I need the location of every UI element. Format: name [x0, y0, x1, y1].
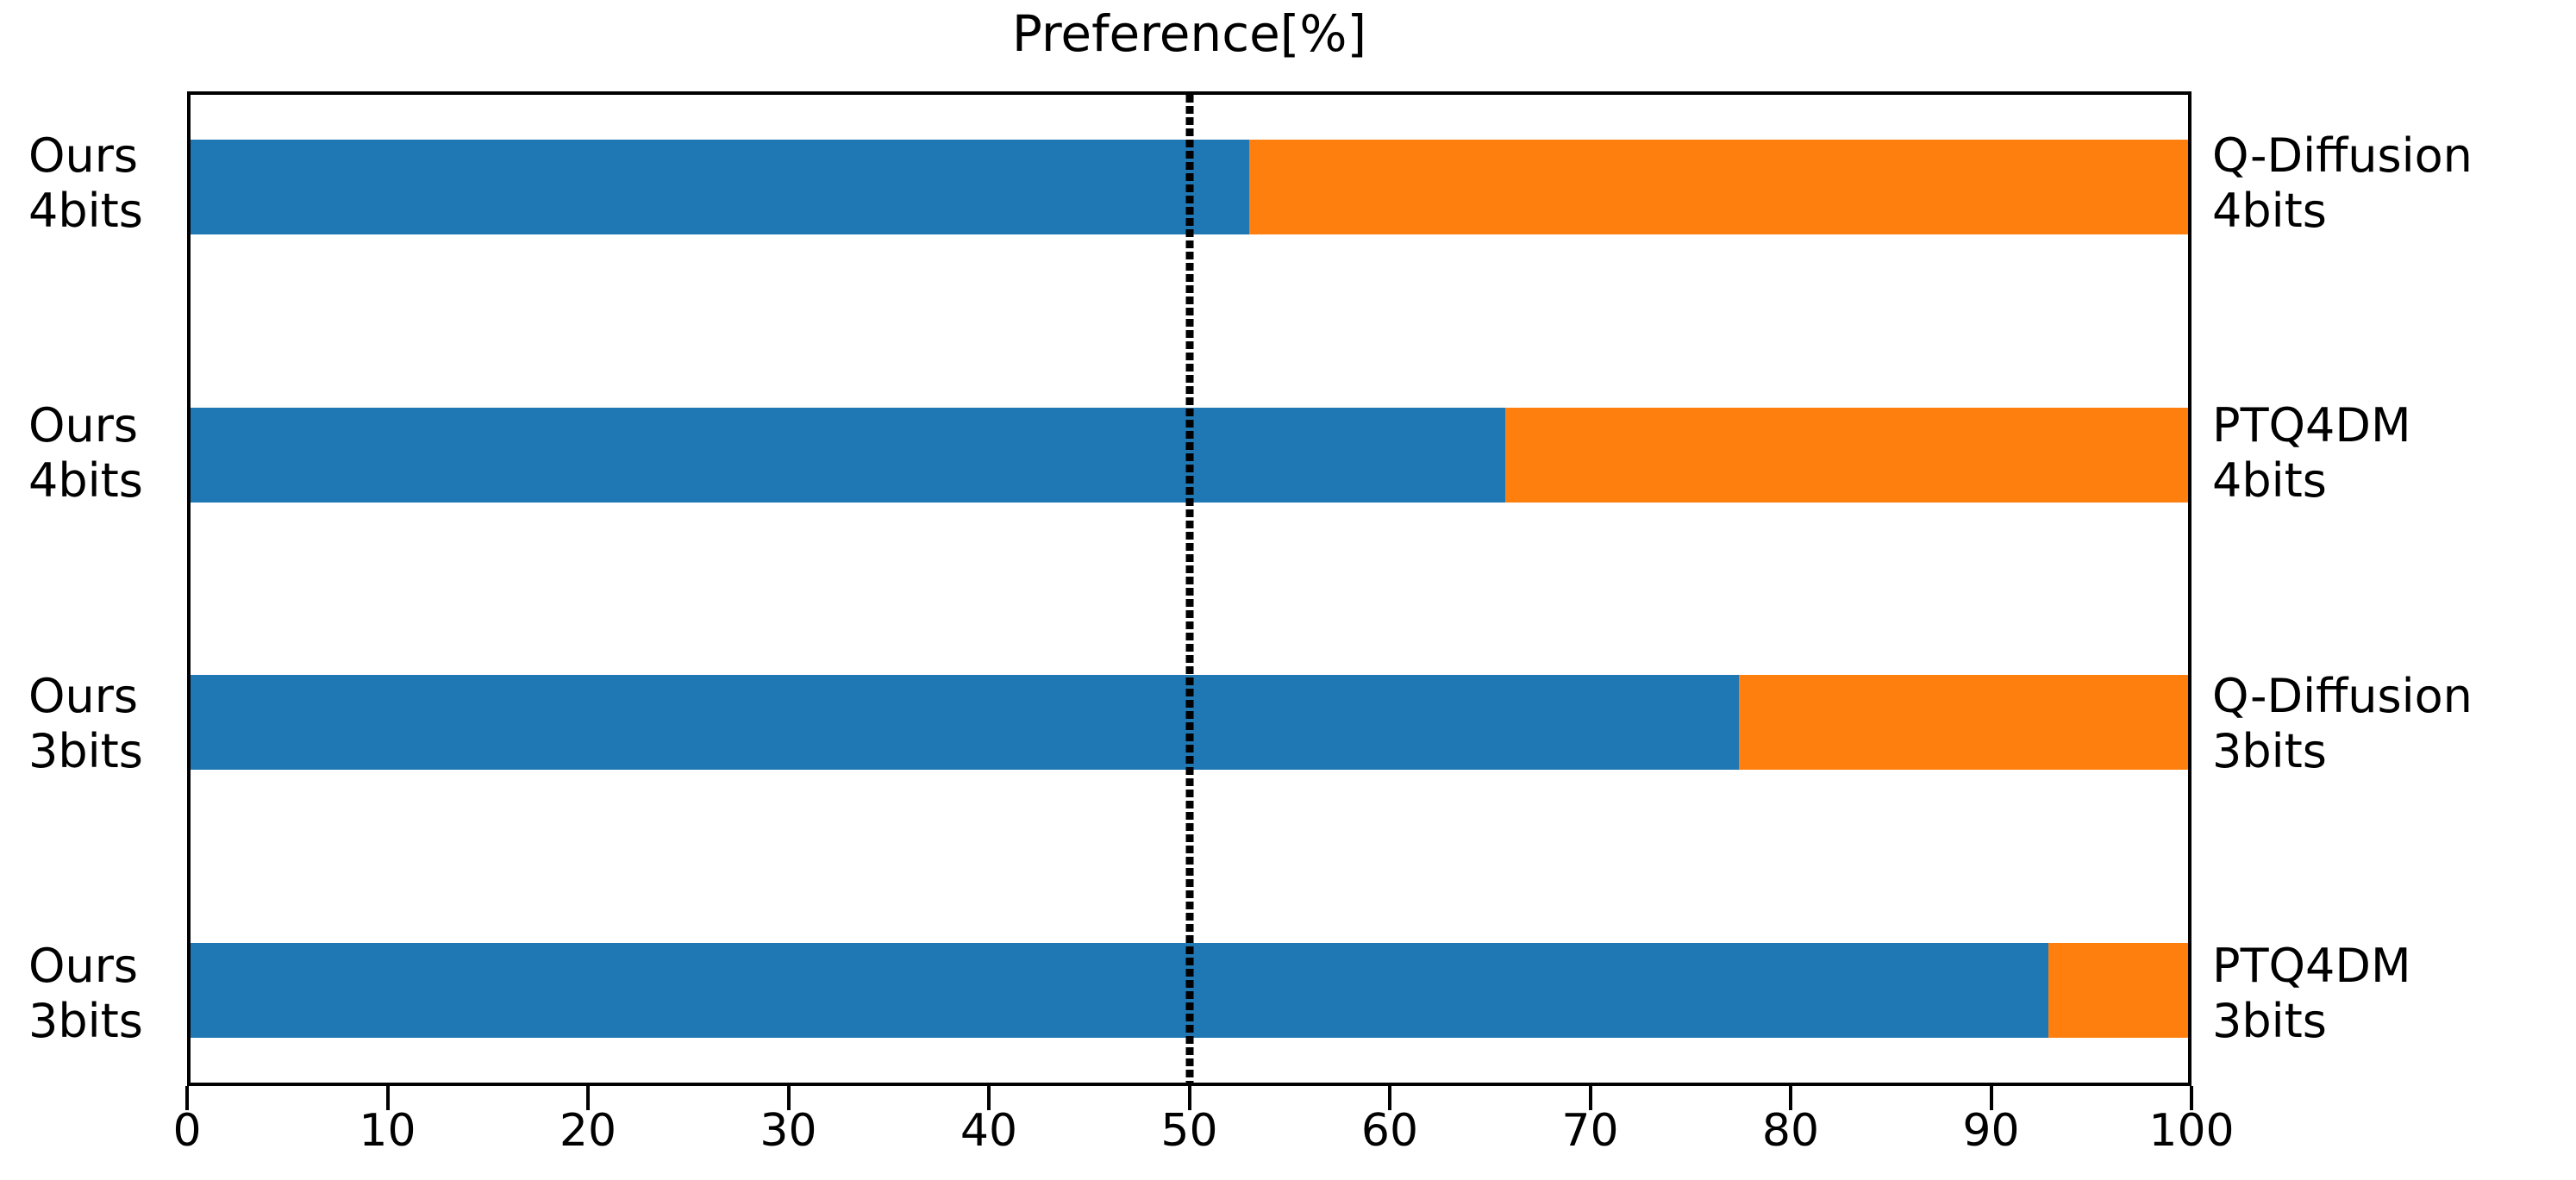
x-axis-tick [1388, 1086, 1391, 1110]
x-axis-tick [586, 1086, 590, 1110]
x-axis-tick-label: 60 [1360, 1105, 1419, 1157]
reference-line-50pct [1185, 95, 1193, 1083]
bar-segment-ours [191, 942, 2048, 1038]
x-axis-tick-label: 10 [359, 1105, 416, 1157]
x-axis-tick-label: 70 [1561, 1105, 1619, 1157]
x-axis-tick [2190, 1086, 2193, 1110]
x-axis-tick [185, 1086, 189, 1110]
bar-row [191, 942, 2188, 1038]
bar-row [191, 140, 2188, 234]
x-axis-tick [1588, 1086, 1592, 1110]
x-axis-tick-label: 80 [1761, 1105, 1820, 1157]
row-left-label: Ours 3bits [28, 668, 143, 778]
row-right-label: PTQ4DM 4bits [2212, 398, 2411, 509]
row-left-label: Ours 4bits [28, 398, 143, 509]
row-right-label: PTQ4DM 3bits [2212, 939, 2411, 1048]
x-axis-tick [385, 1086, 390, 1110]
plot-area [187, 91, 2191, 1086]
x-axis-tick-label: 90 [1962, 1105, 2020, 1157]
x-axis-tick-label: 40 [960, 1105, 1018, 1157]
x-axis-tick [987, 1086, 991, 1110]
bars-container [191, 95, 2188, 1083]
x-axis-tick [1187, 1086, 1191, 1110]
bar-row [191, 675, 2188, 771]
row-left-label: Ours 3bits [28, 939, 143, 1048]
x-axis-tick-label: 20 [559, 1105, 617, 1157]
bar-segment-baseline [1504, 407, 2188, 503]
row-right-label: Q-Diffusion 3bits [2212, 668, 2473, 778]
row-left-label: Ours 4bits [28, 128, 143, 238]
bar-segment-ours [191, 140, 1249, 234]
bar-segment-baseline [2048, 942, 2188, 1038]
bar-row [191, 407, 2188, 503]
x-axis-tick-label: 30 [760, 1105, 817, 1157]
x-axis-tick [786, 1086, 791, 1110]
bar-segment-ours [191, 675, 1739, 771]
bar-segment-baseline [1738, 675, 2188, 771]
bar-segment-ours [191, 407, 1505, 503]
x-axis-tick [1989, 1086, 1993, 1110]
x-axis-tick-label: 0 [172, 1105, 202, 1157]
x-axis-tick-label: 50 [1160, 1105, 1218, 1157]
bar-segment-baseline [1249, 140, 2188, 234]
x-axis-tick-label: 100 [2148, 1105, 2235, 1157]
chart-title: Preference[%] [1011, 4, 1367, 63]
row-right-label: Q-Diffusion 4bits [2212, 128, 2473, 238]
x-axis-tick [1789, 1086, 1792, 1110]
